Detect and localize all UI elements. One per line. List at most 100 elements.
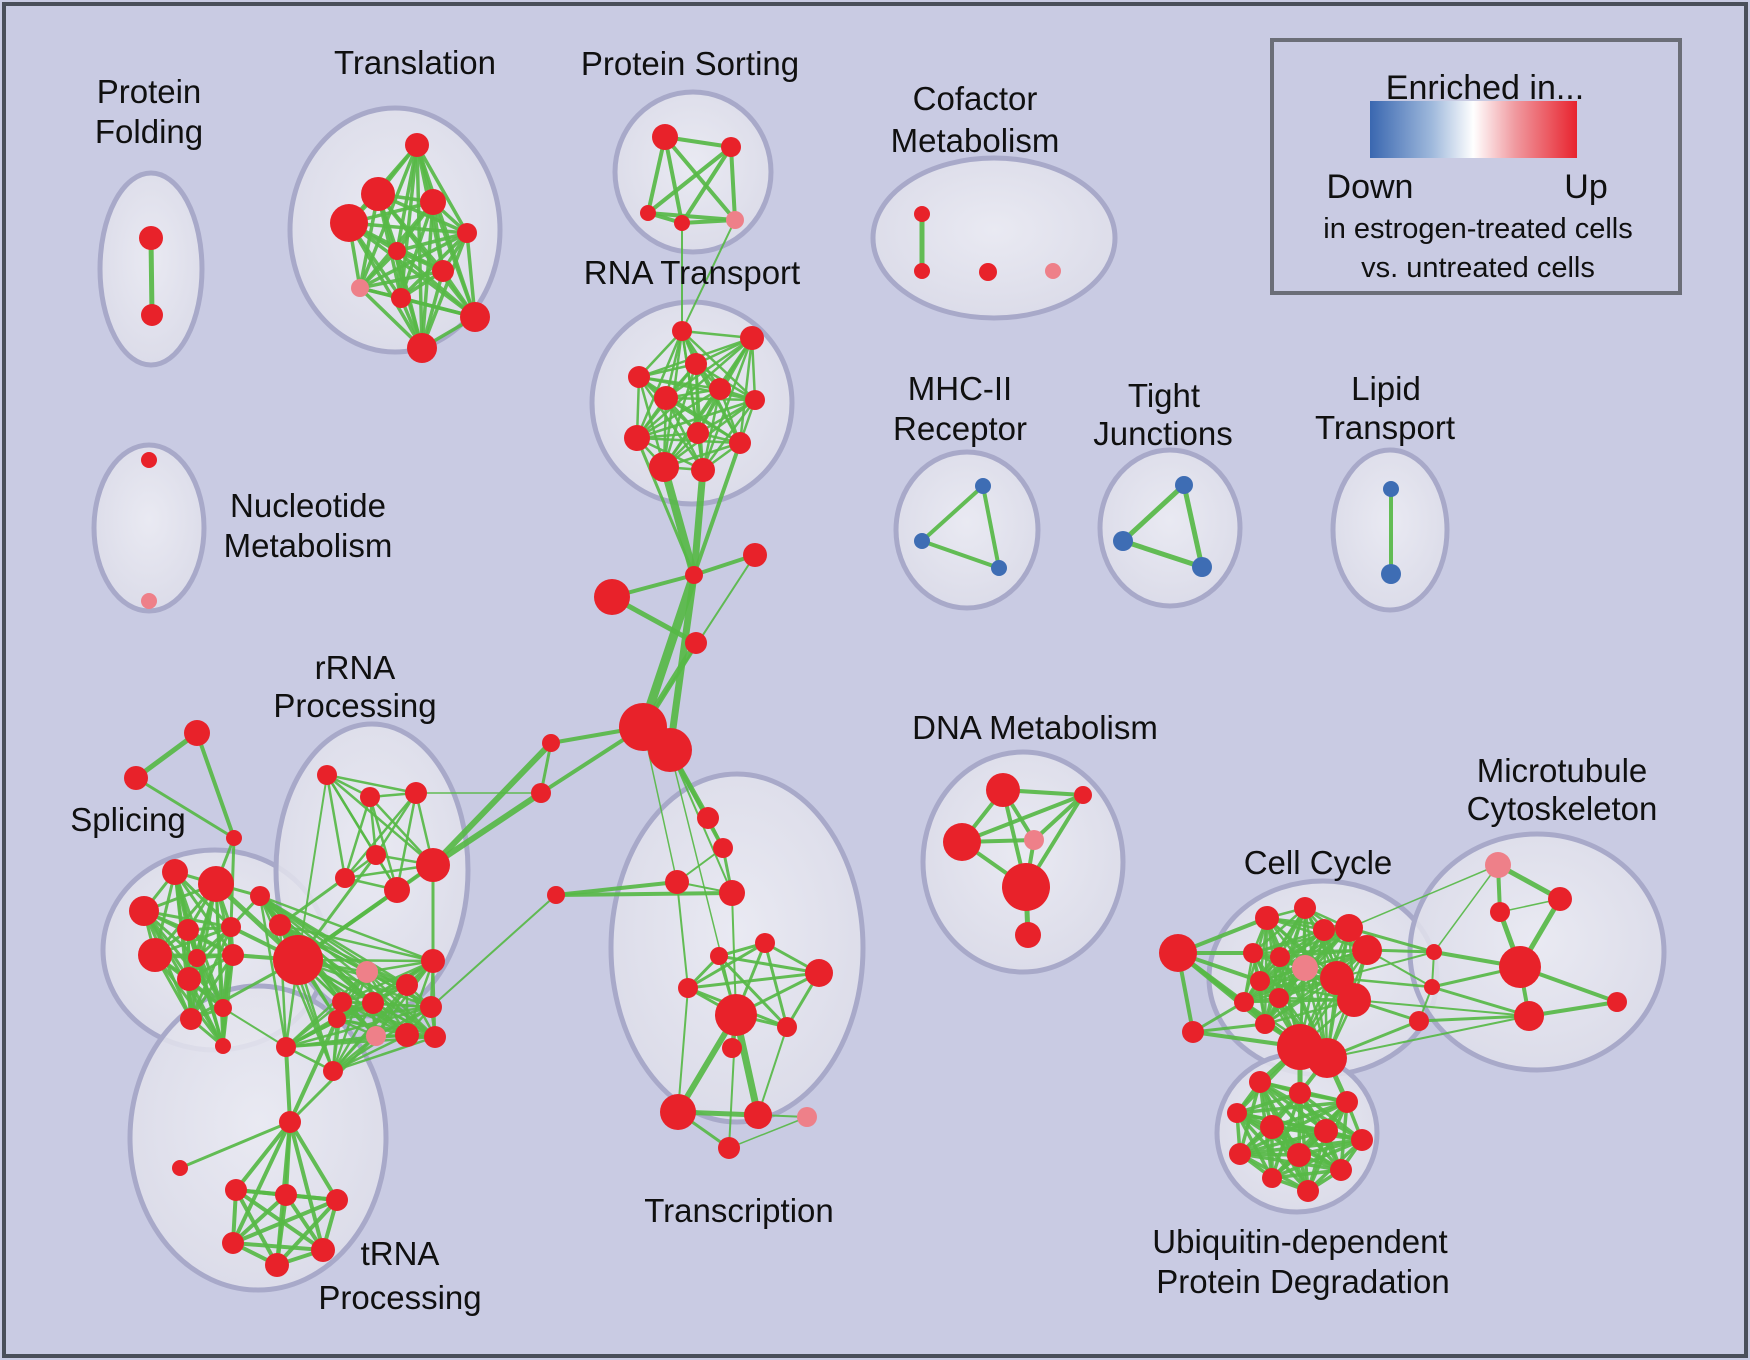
gene-set-node-tn6	[265, 1253, 289, 1277]
gene-set-node-rr2	[360, 787, 380, 807]
gene-set-node-tnl	[172, 1160, 188, 1176]
gene-set-node-rt4	[628, 366, 650, 388]
edge-transcription-core-mesh	[763, 941, 789, 1029]
cluster-label-cofactor-metabolism-line1: Cofactor	[913, 80, 1038, 117]
edge-translation-mesh	[347, 221, 424, 350]
gene-set-node-rt11	[649, 452, 679, 482]
edge-rna-transport-mesh	[635, 329, 684, 440]
edge-ubiquitin-mesh	[1235, 1100, 1349, 1115]
cluster-label-lipid-transport-line2: Transport	[1315, 409, 1455, 446]
gene-set-node-cc4	[1335, 914, 1363, 942]
edge-dna-mesh	[1032, 793, 1085, 842]
cluster-ellipse-nucleotide-metabolism	[91, 442, 207, 614]
edge	[148, 235, 155, 318]
edge-translation-mesh	[358, 231, 469, 290]
gene-set-node-mt5	[1514, 1001, 1544, 1031]
gene-set-node-ps3	[640, 205, 656, 221]
gene-set-node-dm4	[1024, 830, 1044, 850]
gene-set-node-c1	[542, 734, 560, 752]
gene-set-node-ub4	[1227, 1103, 1247, 1123]
gene-set-node-ps1	[652, 124, 678, 150]
cluster-label-cofactor-metabolism-line2: Metabolism	[891, 122, 1060, 159]
legend-title: Enriched in...	[1386, 69, 1584, 107]
gene-set-node-tx11	[722, 1038, 742, 1058]
edge	[1348, 864, 1499, 929]
edge-splicing-mesh	[189, 953, 235, 1021]
legend-box	[1270, 38, 1682, 295]
edge	[677, 987, 689, 1113]
gene-set-node-tx13	[744, 1101, 772, 1129]
cluster-label-rrna-processing-line1: rRNA	[315, 649, 396, 686]
gene-set-node-tr9	[391, 288, 411, 308]
cluster-label-ubiquitin-degradation-line2: Protein Degradation	[1156, 1263, 1450, 1300]
gene-set-node-cf2	[914, 263, 930, 279]
edge	[1326, 1015, 1530, 1059]
gene-set-node-tj1	[1175, 476, 1193, 494]
edge	[1347, 926, 1436, 954]
cluster-label-tight-junctions-line2: Junctions	[1093, 415, 1232, 452]
edge	[288, 1017, 339, 1124]
gene-set-node-pf2	[141, 304, 163, 326]
gene-set-node-rr17	[328, 1010, 346, 1028]
cluster-label-microtubule-cytoskeleton-line1: Microtubule	[1477, 752, 1648, 789]
cluster-label-mhc-ii-receptor-line1: MHC-II	[908, 370, 1012, 407]
cluster-label-rrna-processing-line2: Processing	[273, 687, 436, 724]
gene-set-node-tn3	[326, 1189, 348, 1211]
gene-set-node-cc11	[1234, 992, 1254, 1012]
cluster-ellipse-tight-junctions	[1097, 447, 1243, 609]
edge-rrna-top-mesh	[374, 791, 418, 857]
gene-set-node-sp11	[180, 1008, 202, 1030]
gene-set-node-tn1	[225, 1179, 247, 1201]
gene-set-node-sp9	[222, 944, 244, 966]
gene-set-node-cc14	[1255, 1014, 1275, 1034]
edge-trna-mesh	[231, 1198, 339, 1245]
edge-rrna-main-mesh	[335, 1005, 433, 1021]
cluster-label-dna-metabolism-line1: DNA Metabolism	[912, 709, 1158, 746]
edge-trna-mesh	[231, 1120, 292, 1245]
cluster-ellipse-mhc-ii-receptor	[893, 449, 1041, 611]
gene-set-node-rt8	[687, 422, 709, 444]
edge	[669, 749, 737, 1016]
gene-set-node-rr16	[420, 996, 442, 1018]
cluster-ellipse-microtubule-cytoskeleton	[1407, 831, 1667, 1073]
cluster-label-trna-processing-line2: Processing	[318, 1279, 481, 1316]
cluster-label-nucleotide-metabolism-line1: Nucleotide	[230, 487, 386, 524]
gene-set-node-mt2	[1490, 902, 1510, 922]
gene-set-node-dm6	[1015, 922, 1041, 948]
cluster-label-nucleotide-metabolism-line2: Metabolism	[224, 527, 393, 564]
cluster-label-trna-processing-line1: tRNA	[361, 1235, 440, 1272]
edge-trna-mesh	[231, 1193, 288, 1245]
gene-set-node-mt4	[1607, 992, 1627, 1012]
gene-set-node-tr1	[405, 133, 429, 157]
gene-set-node-rr5	[335, 868, 355, 888]
gene-set-node-j1	[685, 566, 703, 584]
legend-up-label: Up	[1564, 168, 1607, 206]
edge-rna-transport-mesh	[662, 398, 757, 469]
edge-rna-transport-mesh	[637, 375, 666, 469]
gene-set-node-ub10	[1330, 1159, 1352, 1181]
cluster-label-protein-folding-line1: Protein	[97, 73, 202, 110]
gene-set-node-tn5	[311, 1238, 335, 1262]
edge	[178, 1120, 292, 1170]
edge	[296, 863, 435, 962]
edge-translation-mesh	[347, 221, 469, 235]
gene-set-node-h2	[648, 728, 692, 772]
gene-set-node-rr1	[317, 765, 337, 785]
edge-ubiquitin-mesh	[1270, 1138, 1364, 1180]
edge	[195, 731, 236, 840]
edge-splicing-mesh	[221, 953, 235, 1048]
gene-set-node-ub7	[1351, 1129, 1373, 1151]
gene-set-node-rc3	[1409, 1011, 1429, 1031]
edge-ubiquitin-mesh	[1270, 1168, 1343, 1180]
gene-set-node-ccl	[1159, 934, 1197, 972]
gene-set-node-rr7	[416, 848, 450, 882]
edge-trna-mesh	[288, 1120, 339, 1202]
gene-set-node-t1	[184, 720, 210, 746]
cluster-ellipse-translation	[287, 105, 503, 355]
gene-set-node-m1	[685, 632, 707, 654]
gene-set-node-tx4	[719, 880, 745, 906]
gene-set-node-tx5	[755, 933, 775, 953]
gene-set-node-rr9	[269, 914, 291, 936]
gene-set-node-tj2	[1113, 531, 1133, 551]
